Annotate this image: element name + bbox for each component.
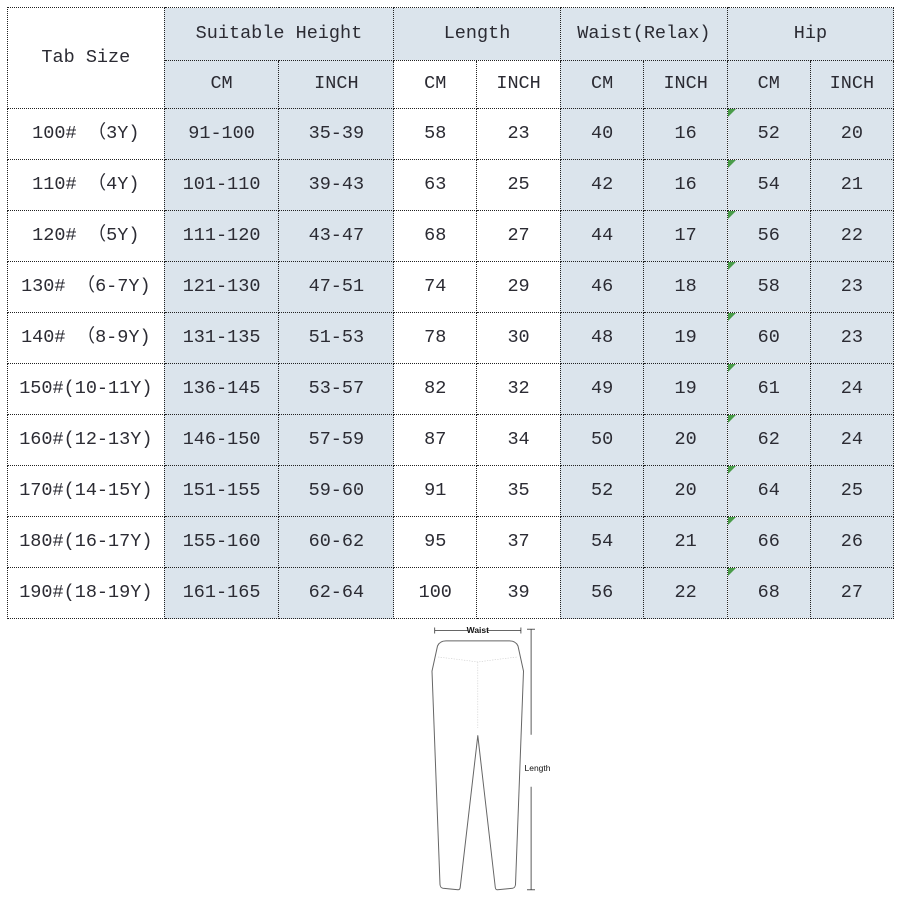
svg-text:Length: Length — [525, 763, 551, 773]
svg-text:Waist: Waist — [467, 625, 490, 635]
